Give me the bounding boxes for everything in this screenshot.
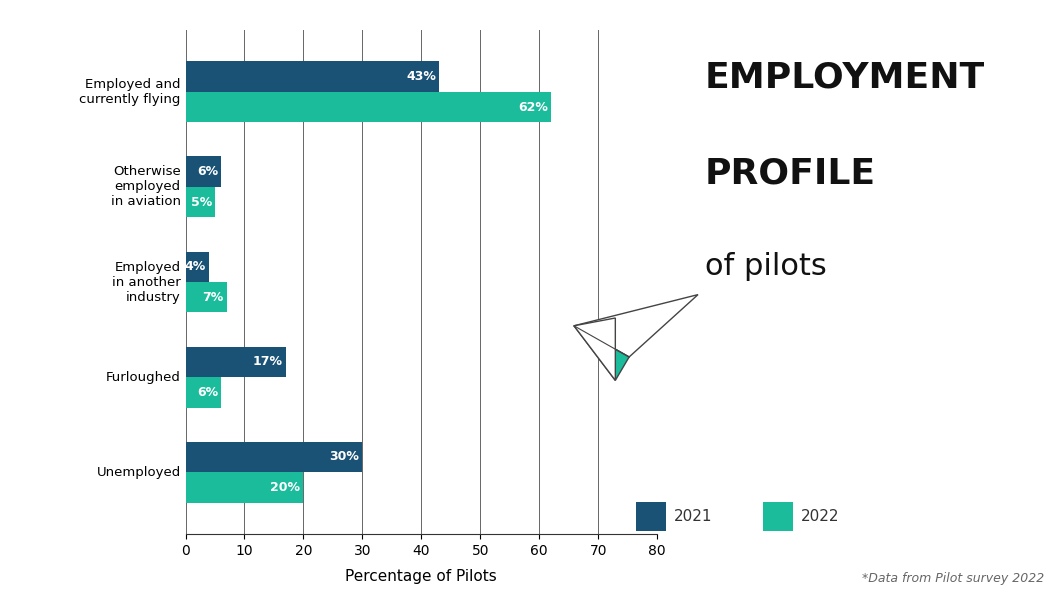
Bar: [186, 251, 209, 282]
Bar: [186, 347, 286, 377]
Text: 43%: 43%: [406, 70, 436, 83]
Bar: [186, 92, 551, 122]
Bar: [186, 187, 215, 217]
Text: 17%: 17%: [252, 355, 283, 368]
Text: 5%: 5%: [191, 196, 212, 209]
Polygon shape: [575, 318, 615, 380]
Text: 6%: 6%: [197, 386, 218, 399]
Bar: [186, 377, 220, 407]
Text: 2021: 2021: [674, 509, 712, 524]
Text: of pilots: of pilots: [705, 252, 827, 281]
Polygon shape: [575, 295, 699, 357]
Text: 2022: 2022: [801, 509, 840, 524]
Text: 20%: 20%: [270, 481, 300, 494]
Bar: [186, 472, 303, 503]
Text: 6%: 6%: [197, 165, 218, 178]
Text: *Data from Pilot survey 2022: *Data from Pilot survey 2022: [862, 572, 1044, 585]
Text: 4%: 4%: [184, 260, 206, 273]
Text: PROFILE: PROFILE: [705, 156, 876, 190]
Bar: [186, 442, 363, 472]
Polygon shape: [575, 326, 630, 380]
Bar: [186, 282, 227, 313]
Bar: [186, 61, 439, 92]
Text: 62%: 62%: [518, 101, 548, 113]
X-axis label: Percentage of Pilots: Percentage of Pilots: [346, 569, 497, 584]
Text: 7%: 7%: [202, 291, 224, 304]
Text: EMPLOYMENT: EMPLOYMENT: [705, 60, 985, 94]
Text: 30%: 30%: [330, 451, 359, 463]
Bar: [186, 157, 220, 187]
